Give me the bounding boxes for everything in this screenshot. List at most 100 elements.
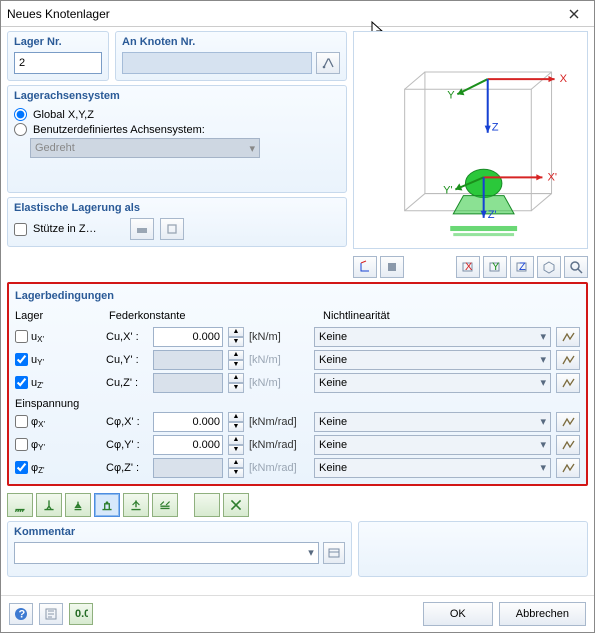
nl-btn-phz[interactable] [556, 458, 580, 478]
unit-uy: [kN/m] [249, 354, 309, 366]
label-uy: uY' [31, 354, 44, 366]
nl-uz[interactable]: Keine [314, 373, 551, 393]
lb-head-einsp: Einspannung [15, 398, 580, 410]
nl-btn-phx[interactable] [556, 412, 580, 432]
pick-node-button[interactable] [316, 52, 340, 74]
type-btn-0[interactable] [7, 493, 33, 517]
pv-solid-icon[interactable] [380, 256, 404, 278]
spinbtns-phy[interactable]: ▲▼ [228, 435, 244, 455]
axes-dropdown: Gedreht [30, 138, 260, 158]
type-btn-1[interactable] [36, 493, 62, 517]
lb-title: Lagerbedingungen [15, 288, 580, 306]
axis-yp-label: Y' [443, 185, 453, 197]
nl-uy[interactable]: Keine [314, 350, 551, 370]
nl-phy[interactable]: Keine [314, 435, 551, 455]
pv-iso-x-icon[interactable]: X [456, 256, 480, 278]
comment-pick-button[interactable] [323, 542, 345, 564]
check-uy[interactable] [15, 353, 28, 366]
unit-phy: [kNm/rad] [249, 439, 309, 451]
footer-icon-3[interactable]: 0.00 [69, 603, 93, 625]
check-phx[interactable] [15, 415, 28, 428]
elastic-title: Elastische Lagerung als [14, 200, 340, 218]
svg-text:0.00: 0.00 [75, 608, 88, 620]
ok-button[interactable]: OK [423, 602, 493, 626]
axis-xp-label: X' [547, 171, 557, 183]
footer-icon-2[interactable] [39, 603, 63, 625]
radio-global[interactable] [14, 108, 27, 121]
cancel-button[interactable]: Abbrechen [499, 602, 586, 626]
nl-phx[interactable]: Keine [314, 412, 551, 432]
label-ux: uX' [31, 331, 44, 343]
comment-input[interactable] [14, 542, 319, 564]
pv-iso-3d-icon[interactable] [537, 256, 561, 278]
svg-text:Z: Z [519, 261, 526, 273]
nl-btn-phy[interactable] [556, 435, 580, 455]
clabel-uy: Cu,Y' : [106, 354, 148, 366]
check-phz[interactable] [15, 461, 28, 474]
check-uz[interactable] [15, 376, 28, 389]
pv-axes-icon[interactable] [353, 256, 377, 278]
label-uz: uZ' [31, 377, 44, 389]
radio-user-label: Benutzerdefiniertes Achsensystem: [33, 124, 205, 136]
check-phy[interactable] [15, 438, 28, 451]
svg-text:?: ? [19, 609, 26, 621]
spin-phy[interactable] [153, 435, 223, 455]
axis-y-label: Y [447, 89, 455, 101]
spinbtns-ux[interactable]: ▲▼ [228, 327, 244, 347]
an-knoten-input[interactable] [122, 52, 312, 74]
pv-zoom-icon[interactable] [564, 256, 588, 278]
nl-ux[interactable]: Keine [314, 327, 551, 347]
clabel-uz: Cu,Z' : [106, 377, 148, 389]
clabel-phx: Cφ,X' : [106, 416, 148, 428]
type-btn-4[interactable] [123, 493, 149, 517]
type-btn-6[interactable] [194, 493, 220, 517]
nl-phz[interactable]: Keine [314, 458, 551, 478]
spinbtns-uy: ▲▼ [228, 350, 244, 370]
clabel-phy: Cφ,Y' : [106, 439, 148, 451]
nl-btn-ux[interactable] [556, 327, 580, 347]
radio-global-label: Global X,Y,Z [33, 109, 94, 121]
axis-z-label: Z [492, 122, 499, 134]
lb-head-fk: Federkonstante [109, 310, 315, 322]
nl-btn-uz[interactable] [556, 373, 580, 393]
lb-head-lager: Lager [15, 310, 101, 322]
unit-phz: [kNm/rad] [249, 462, 309, 474]
unit-phx: [kNm/rad] [249, 416, 309, 428]
svg-text:X: X [465, 261, 473, 273]
type-btn-2[interactable] [65, 493, 91, 517]
pv-iso-z-icon[interactable]: Z [510, 256, 534, 278]
help-button[interactable]: ? [9, 603, 33, 625]
elastic-icon2[interactable] [160, 218, 184, 240]
axes-title: Lagerachsensystem [14, 88, 340, 106]
stuetze-z-label: Stütze in Z… [33, 223, 97, 235]
spin-uz [153, 373, 223, 393]
comment-title: Kommentar [14, 524, 345, 542]
lb-head-nl: Nichtlinearität [323, 310, 580, 322]
close-button[interactable] [560, 4, 588, 24]
axis-x-label: X [560, 73, 568, 85]
label-phy: φY' [31, 439, 45, 451]
spinbtns-phx[interactable]: ▲▼ [228, 412, 244, 432]
axis-zp-label: Z' [488, 209, 497, 221]
nl-btn-uy[interactable] [556, 350, 580, 370]
spin-phz [153, 458, 223, 478]
stuetze-z-check[interactable] [14, 223, 27, 236]
spin-phx[interactable] [153, 412, 223, 432]
pv-iso-y-icon[interactable]: Y [483, 256, 507, 278]
elastic-icon1[interactable] [130, 218, 154, 240]
check-ux[interactable] [15, 330, 28, 343]
window-title: Neues Knotenlager [7, 7, 560, 21]
label-phz: φZ' [31, 462, 45, 474]
label-phx: φX' [31, 416, 45, 428]
type-btn-3[interactable] [94, 493, 120, 517]
spinbtns-uz: ▲▼ [228, 373, 244, 393]
unit-ux: [kN/m] [249, 331, 309, 343]
radio-user[interactable] [14, 123, 27, 136]
type-btn-7[interactable] [223, 493, 249, 517]
lager-nr-input[interactable] [14, 52, 102, 74]
type-btn-5[interactable] [152, 493, 178, 517]
spinbtns-phz: ▲▼ [228, 458, 244, 478]
an-knoten-label: An Knoten Nr. [122, 34, 340, 52]
clabel-phz: Cφ,Z' : [106, 462, 148, 474]
spin-ux[interactable] [153, 327, 223, 347]
